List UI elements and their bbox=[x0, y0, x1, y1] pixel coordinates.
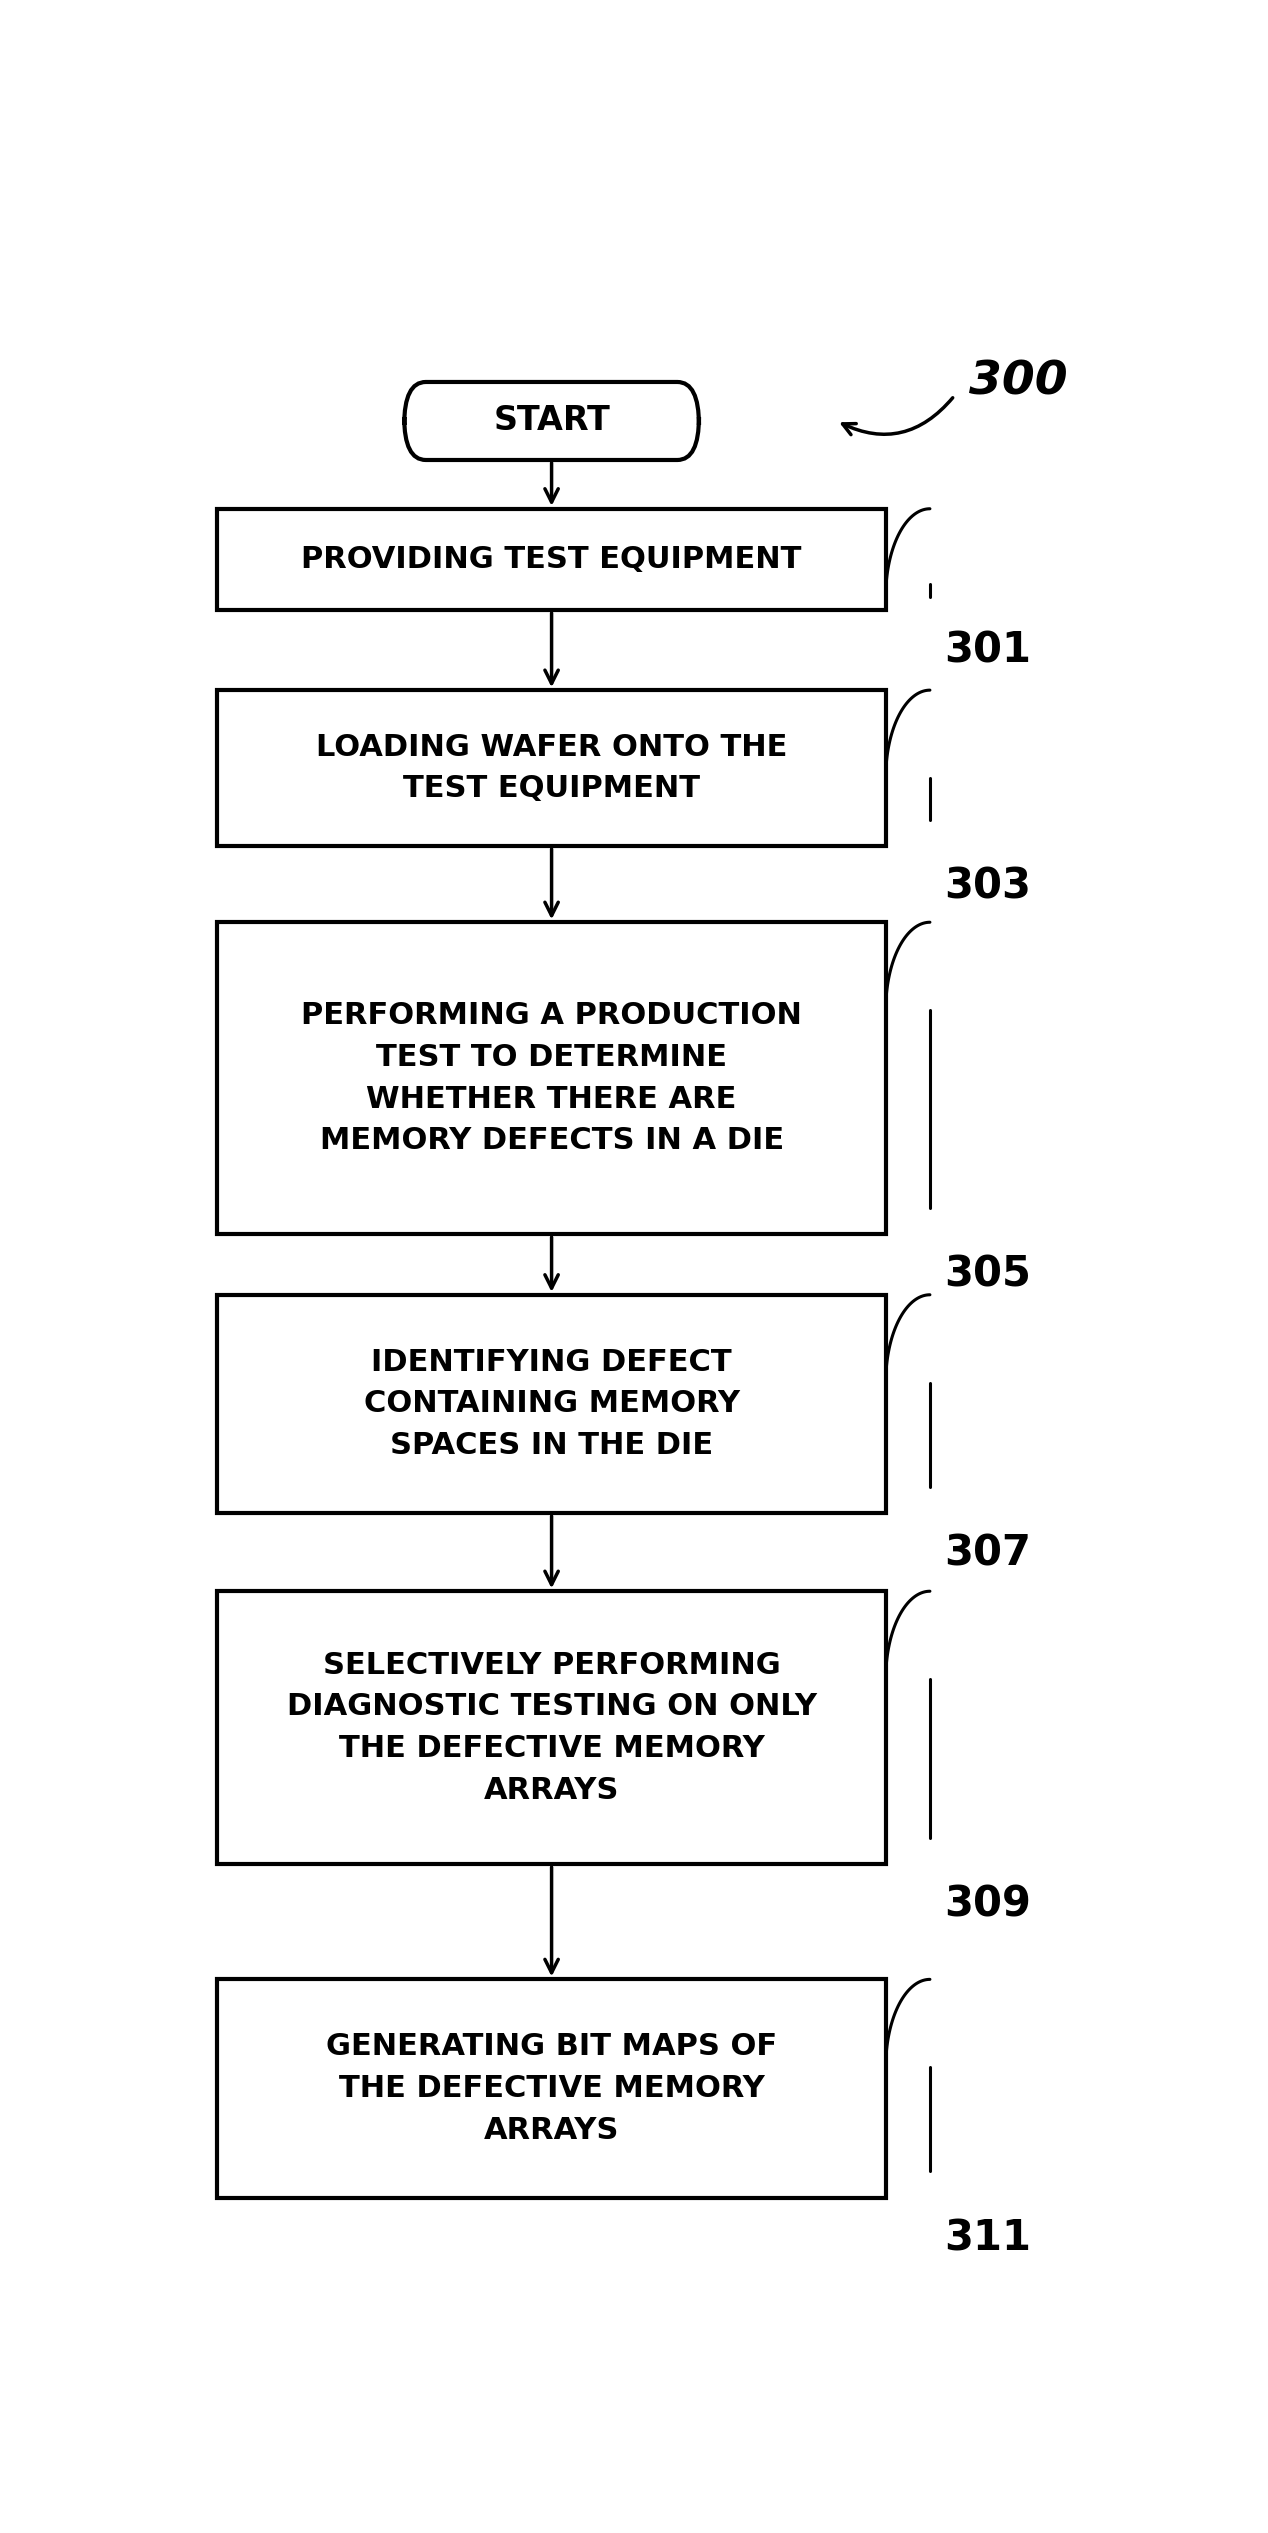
Bar bbox=[218, 1591, 885, 1864]
Text: PERFORMING A PRODUCTION
TEST TO DETERMINE
WHETHER THERE ARE
MEMORY DEFECTS IN A : PERFORMING A PRODUCTION TEST TO DETERMIN… bbox=[301, 1001, 803, 1155]
Bar bbox=[218, 509, 885, 610]
Text: GENERATING BIT MAPS OF
THE DEFECTIVE MEMORY
ARRAYS: GENERATING BIT MAPS OF THE DEFECTIVE MEM… bbox=[326, 2031, 777, 2145]
Text: 309: 309 bbox=[945, 1885, 1032, 1925]
Text: 311: 311 bbox=[945, 2216, 1032, 2259]
Text: 307: 307 bbox=[945, 1532, 1032, 1576]
Text: 300: 300 bbox=[969, 360, 1068, 405]
Text: PROVIDING TEST EQUIPMENT: PROVIDING TEST EQUIPMENT bbox=[302, 545, 801, 575]
Text: SELECTIVELY PERFORMING
DIAGNOSTIC TESTING ON ONLY
THE DEFECTIVE MEMORY
ARRAYS: SELECTIVELY PERFORMING DIAGNOSTIC TESTIN… bbox=[287, 1652, 817, 1803]
Bar bbox=[218, 1294, 885, 1512]
Text: LOADING WAFER ONTO THE
TEST EQUIPMENT: LOADING WAFER ONTO THE TEST EQUIPMENT bbox=[316, 732, 787, 803]
Text: 301: 301 bbox=[945, 631, 1032, 671]
FancyBboxPatch shape bbox=[404, 382, 699, 461]
Text: IDENTIFYING DEFECT
CONTAINING MEMORY
SPACES IN THE DIE: IDENTIFYING DEFECT CONTAINING MEMORY SPA… bbox=[364, 1348, 739, 1459]
Bar bbox=[218, 689, 885, 846]
Bar bbox=[218, 1978, 885, 2199]
Bar bbox=[218, 922, 885, 1234]
Text: 305: 305 bbox=[945, 1254, 1032, 1297]
Text: START: START bbox=[493, 405, 610, 438]
Text: 303: 303 bbox=[945, 866, 1032, 907]
